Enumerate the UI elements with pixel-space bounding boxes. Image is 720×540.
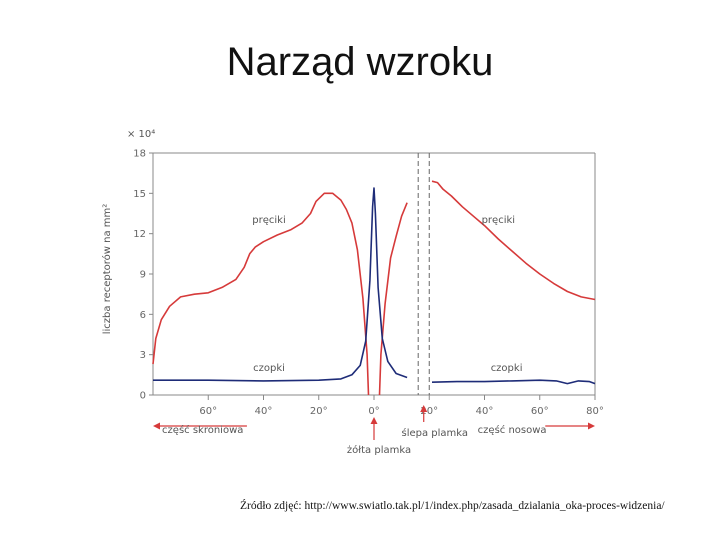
y-tick-label: 3 bbox=[140, 350, 146, 361]
slide-title: Narząd wzroku bbox=[226, 40, 494, 84]
y-axis-label: liczba receptorów na mm² bbox=[101, 204, 113, 335]
x-tick-label: 40° bbox=[476, 406, 494, 417]
y-tick-label: 15 bbox=[133, 189, 146, 200]
fovea-arrowhead bbox=[370, 417, 378, 424]
curve-label: pręciki bbox=[482, 215, 515, 226]
x-tick-label: 20° bbox=[420, 406, 438, 417]
temporal-arrowhead bbox=[153, 422, 160, 430]
x-tick-label: 40° bbox=[255, 406, 273, 417]
x-tick-label: 80° bbox=[586, 406, 604, 417]
nasal-arrowhead bbox=[588, 422, 595, 430]
y-tick-label: 18 bbox=[133, 149, 146, 160]
nasal-label: część nosowa bbox=[478, 424, 547, 436]
rods-density-line bbox=[152, 192, 370, 396]
curve-label: czopki bbox=[253, 363, 285, 374]
temporal-label: część skroniowa bbox=[162, 424, 243, 436]
curve-label: czopki bbox=[491, 363, 523, 374]
y-tick-label: 9 bbox=[140, 270, 146, 281]
x-tick-label: 0° bbox=[368, 406, 379, 417]
y-tick-label: 0 bbox=[140, 391, 146, 402]
y-tick-label: 6 bbox=[140, 310, 146, 321]
curve-label: pręciki bbox=[252, 215, 285, 226]
blind-spot-arrowhead bbox=[420, 405, 428, 412]
blind-spot-label: ślepa plamka bbox=[402, 427, 469, 439]
y-tick-label: 12 bbox=[133, 229, 146, 240]
rods-density-line bbox=[378, 202, 408, 396]
y-unit-label: × 10⁴ bbox=[127, 129, 155, 140]
source-note: Źródło zdjęć: http://www.swiatlo.tak.pl/… bbox=[240, 500, 665, 512]
cones-density-line bbox=[153, 187, 408, 382]
fovea-label: żółta plamka bbox=[347, 444, 411, 456]
x-tick-label: 60° bbox=[531, 406, 549, 417]
x-tick-label: 20° bbox=[310, 406, 328, 417]
rods-density-line bbox=[431, 180, 596, 301]
cones-density-line bbox=[431, 379, 596, 385]
x-tick-label: 60° bbox=[199, 406, 217, 417]
